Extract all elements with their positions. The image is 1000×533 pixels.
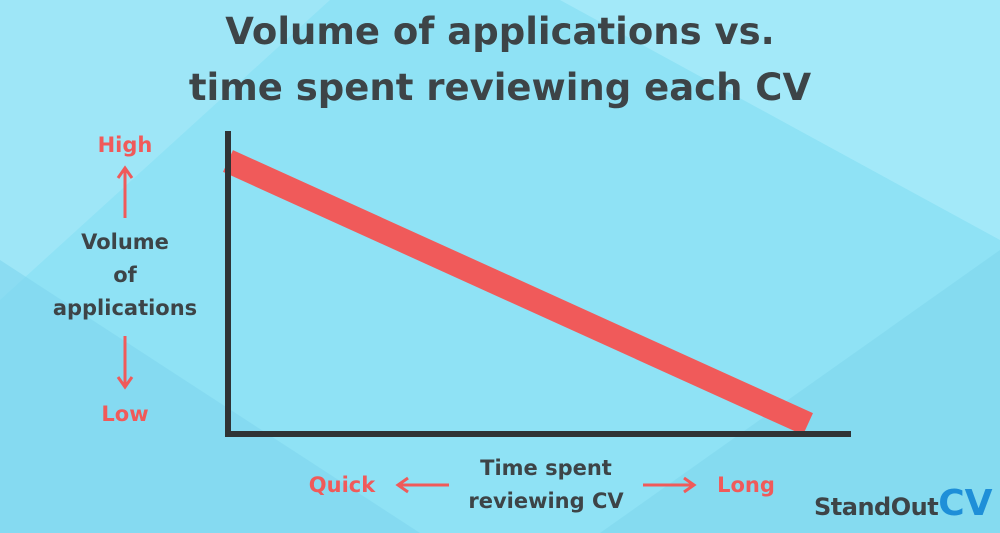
chart-title-line-1: Volume of applications vs. [225, 10, 775, 53]
x-axis-label-line-2: reviewing CV [468, 489, 624, 513]
y-axis-label-line-3: applications [52, 296, 198, 320]
x-quick-label: Quick [308, 473, 376, 497]
y-high-label: High [97, 133, 153, 157]
y-axis-label: Volume of applications [45, 226, 205, 325]
background-facet-top-left [0, 0, 330, 300]
y-arrow-up-head [116, 165, 134, 179]
x-arrow-right-head [683, 476, 697, 494]
brand-logo: StandOutCV [814, 484, 992, 527]
x-axis-label: Time spent reviewing CV [450, 452, 642, 518]
y-axis-label-line-2: of [113, 263, 137, 287]
chart-title-line-2: time spent reviewing each CV [188, 66, 812, 109]
y-arrow-down-head [116, 376, 134, 390]
background-facet-top-right [560, 0, 1000, 240]
brand-accent: CV [938, 483, 993, 524]
x-arrow-right [643, 476, 697, 494]
background-facet-bottom-right [600, 250, 1000, 533]
background-facet-bottom-left [0, 260, 420, 533]
x-arrow-left-head [395, 476, 409, 494]
y-arrow-down [116, 336, 134, 390]
y-arrow-up [116, 165, 134, 218]
x-arrow-left [395, 476, 449, 494]
y-axis-label-line-1: Volume [81, 230, 169, 254]
x-axis-label-line-1: Time spent [480, 456, 612, 480]
y-low-label: Low [101, 402, 149, 426]
x-long-label: Long [717, 473, 775, 497]
brand-name: StandOut [814, 493, 939, 521]
trend-line [223, 150, 813, 435]
